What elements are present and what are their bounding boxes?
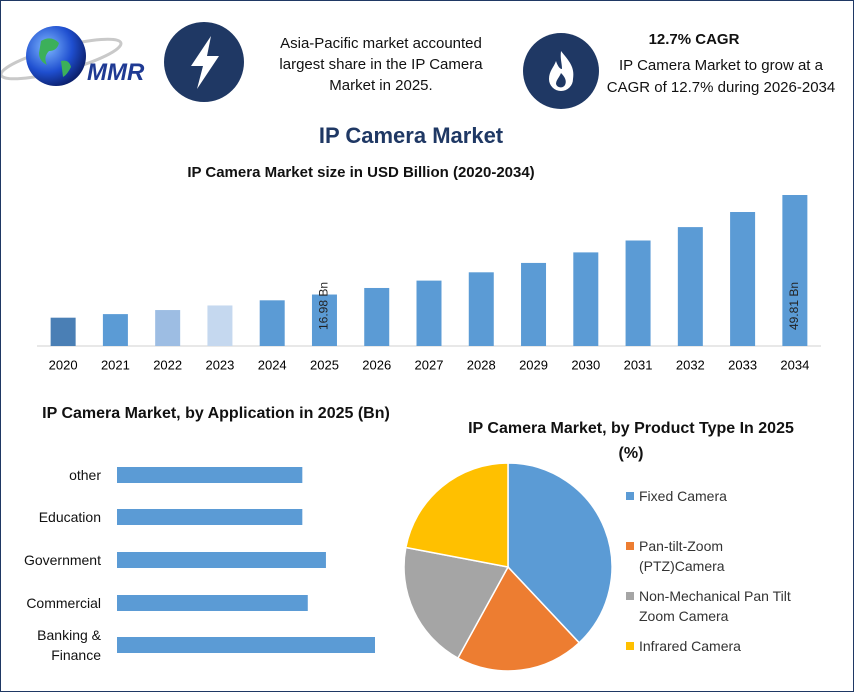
bar (117, 509, 303, 525)
fact-text: IP Camera Market to grow at a CAGR of 12… (606, 57, 836, 96)
legend-label: Non-Mechanical Pan Tilt Zoom Camera (639, 588, 791, 624)
value-label: 49.81 Bn (787, 282, 801, 330)
x-tick-label: 2025 (310, 357, 339, 372)
bar (677, 227, 703, 346)
x-tick-label: 2033 (728, 357, 757, 372)
main-title: IP Camera Market (319, 123, 504, 148)
chart-title: IP Camera Market, by Product Type In 202… (468, 420, 794, 462)
x-tick-label: 2028 (467, 357, 496, 372)
bar (416, 280, 442, 346)
x-tick-label: 2032 (676, 357, 705, 372)
pie-slice (456, 565, 581, 672)
x-tick-label: 2023 (205, 357, 234, 372)
legend-swatch (626, 642, 634, 650)
icon-bolt (164, 22, 244, 102)
pie-slice (507, 462, 613, 644)
chart-title: IP Camera Market size in USD Billion (20… (187, 164, 535, 181)
y-tick-label: Education (38, 509, 101, 525)
bar (117, 637, 375, 653)
y-tick-label: Commercial (26, 595, 101, 611)
bar (259, 300, 285, 346)
pie-slice (403, 546, 510, 660)
x-tick-label: 2034 (780, 357, 809, 372)
legend-label: Fixed Camera (639, 488, 727, 504)
logo-text: MMR (87, 59, 145, 86)
x-tick-label: 2020 (49, 357, 78, 372)
y-tick-label: Government (23, 552, 101, 568)
chart-title: IP Camera Market, by Application in 2025… (42, 405, 390, 422)
legend-swatch (626, 592, 634, 600)
bar (117, 552, 326, 568)
bar (573, 252, 599, 346)
bar (521, 262, 547, 346)
value-label: 16.98 Bn (317, 282, 331, 330)
legend-swatch (626, 542, 634, 550)
bar (207, 305, 233, 346)
bar (730, 212, 756, 346)
legend-label: Pan-tilt-Zoom (PTZ)Camera (639, 538, 725, 574)
bar (468, 272, 494, 346)
logo: MMR (1, 26, 145, 86)
x-tick-label: 2029 (519, 357, 548, 372)
x-tick-label: 2026 (362, 357, 391, 372)
y-tick-label: other (69, 467, 101, 483)
bar (782, 195, 808, 346)
bar (155, 310, 181, 346)
x-tick-label: 2030 (571, 357, 600, 372)
fact-text: Asia-Pacific market accounted largest sh… (279, 35, 483, 94)
bar (311, 294, 337, 346)
legend-label: Infrared Camera (639, 638, 741, 654)
y-tick-label: Banking & Finance (37, 627, 101, 663)
bar (117, 467, 303, 483)
x-tick-label: 2022 (153, 357, 182, 372)
fact-title: 12.7% CAGR (648, 31, 740, 48)
legend-swatch (626, 492, 634, 500)
bar (50, 317, 76, 346)
bar (625, 240, 651, 346)
x-tick-label: 2031 (624, 357, 653, 372)
x-tick-label: 2024 (258, 357, 287, 372)
bar (102, 314, 128, 346)
bar (364, 287, 390, 346)
icon-flame (523, 33, 599, 109)
x-tick-label: 2027 (415, 357, 444, 372)
pie-slice (404, 462, 509, 568)
x-tick-label: 2021 (101, 357, 130, 372)
bar (117, 595, 308, 611)
